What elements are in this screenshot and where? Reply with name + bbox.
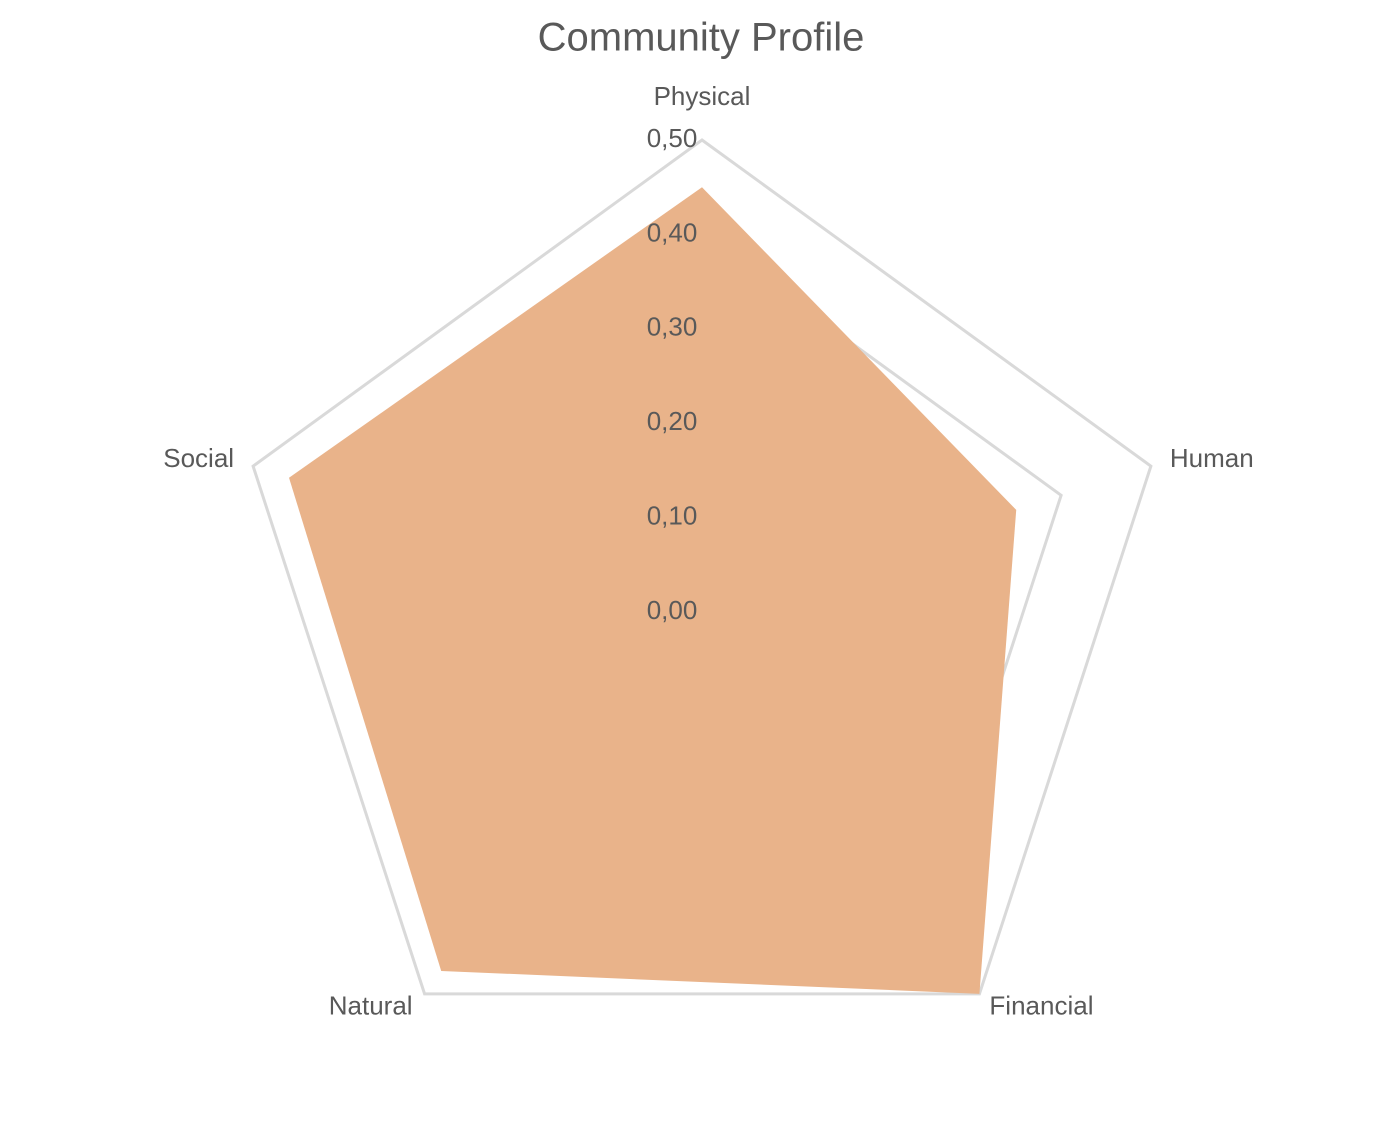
category-label: Financial: [989, 991, 1093, 1021]
r-tick-label: 0,30: [647, 312, 698, 342]
data-area: [289, 187, 1017, 994]
category-label: Social: [163, 443, 234, 473]
grid-ring: [251, 138, 1153, 996]
category-label: Physical: [654, 81, 751, 111]
r-tick-label: 0,20: [647, 406, 698, 436]
r-tick-label: 0,00: [647, 595, 698, 625]
category-label: Human: [1170, 443, 1254, 473]
r-tick-label: 0,10: [647, 500, 698, 530]
category-label: Natural: [329, 991, 413, 1021]
r-tick-label: 0,40: [647, 217, 698, 247]
r-tick-label: 0,50: [647, 123, 698, 153]
chart-title: Community Profile: [538, 16, 865, 60]
